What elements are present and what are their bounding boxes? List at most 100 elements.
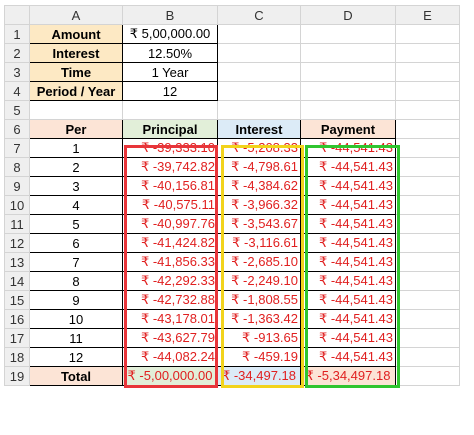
empty-cell[interactable] (300, 100, 396, 120)
empty-cell[interactable] (395, 233, 460, 253)
interest-cell[interactable]: ₹ -1,808.55 (217, 290, 301, 310)
row-header[interactable]: 3 (4, 62, 30, 82)
interest-cell[interactable]: ₹ -3,543.67 (217, 214, 301, 234)
total-interest-cell[interactable]: ₹ -34,497.18 (217, 366, 301, 386)
empty-cell[interactable] (395, 347, 460, 367)
principal-cell[interactable]: ₹ -40,156.81 (122, 176, 218, 196)
column-header-b[interactable]: B (122, 5, 218, 25)
empty-cell[interactable] (395, 309, 460, 329)
period-cell[interactable]: 6 (29, 233, 123, 253)
interest-cell[interactable]: ₹ -459.19 (217, 347, 301, 367)
period-cell[interactable]: 4 (29, 195, 123, 215)
interest-cell[interactable]: ₹ -2,685.10 (217, 252, 301, 272)
empty-cell[interactable] (217, 81, 301, 101)
column-header-a[interactable]: A (29, 5, 123, 25)
table-header-cell[interactable]: Interest (217, 119, 301, 139)
row-header[interactable]: 6 (4, 119, 30, 139)
period-cell[interactable]: 9 (29, 290, 123, 310)
period-cell[interactable]: 2 (29, 157, 123, 177)
empty-cell[interactable] (395, 290, 460, 310)
period-cell[interactable]: 10 (29, 309, 123, 329)
period-cell[interactable]: 11 (29, 328, 123, 348)
column-header-c[interactable]: C (217, 5, 301, 25)
row-header[interactable]: 11 (4, 214, 30, 234)
empty-cell[interactable] (217, 24, 301, 44)
input-value-cell[interactable]: 12 (122, 81, 218, 101)
column-header-e[interactable]: E (395, 5, 460, 25)
empty-cell[interactable] (395, 100, 460, 120)
row-header[interactable]: 1 (4, 24, 30, 44)
row-header[interactable]: 4 (4, 81, 30, 101)
row-header[interactable]: 10 (4, 195, 30, 215)
table-header-cell[interactable]: Per (29, 119, 123, 139)
period-cell[interactable]: 5 (29, 214, 123, 234)
empty-cell[interactable] (395, 24, 460, 44)
total-label-cell[interactable]: Total (29, 366, 123, 386)
empty-cell[interactable] (217, 62, 301, 82)
input-label-cell[interactable]: Period / Year (29, 81, 123, 101)
empty-cell[interactable] (395, 195, 460, 215)
interest-cell[interactable]: ₹ -5,208.33 (217, 138, 301, 158)
principal-cell[interactable]: ₹ -40,575.11 (122, 195, 218, 215)
payment-cell[interactable]: ₹ -44,541.43 (300, 176, 396, 196)
empty-cell[interactable] (395, 366, 460, 386)
principal-cell[interactable]: ₹ -39,333.10 (122, 138, 218, 158)
principal-cell[interactable]: ₹ -43,178.01 (122, 309, 218, 329)
empty-cell[interactable] (300, 24, 396, 44)
empty-cell[interactable] (395, 119, 460, 139)
input-label-cell[interactable]: Interest (29, 43, 123, 63)
row-header[interactable]: 8 (4, 157, 30, 177)
empty-cell[interactable] (122, 100, 218, 120)
total-payment-cell[interactable]: ₹ -5,34,497.18 (300, 366, 396, 386)
row-header[interactable]: 15 (4, 290, 30, 310)
table-header-cell[interactable]: Principal (122, 119, 218, 139)
empty-cell[interactable] (395, 214, 460, 234)
period-cell[interactable]: 3 (29, 176, 123, 196)
interest-cell[interactable]: ₹ -3,966.32 (217, 195, 301, 215)
interest-cell[interactable]: ₹ -3,116.61 (217, 233, 301, 253)
input-value-cell[interactable]: 12.50% (122, 43, 218, 63)
empty-cell[interactable] (395, 62, 460, 82)
empty-cell[interactable] (300, 81, 396, 101)
period-cell[interactable]: 8 (29, 271, 123, 291)
row-header[interactable]: 16 (4, 309, 30, 329)
principal-cell[interactable]: ₹ -40,997.76 (122, 214, 218, 234)
total-principal-cell[interactable]: ₹ -5,00,000.00 (122, 366, 218, 386)
row-header[interactable]: 9 (4, 176, 30, 196)
interest-cell[interactable]: ₹ -2,249.10 (217, 271, 301, 291)
principal-cell[interactable]: ₹ -42,732.88 (122, 290, 218, 310)
empty-cell[interactable] (300, 43, 396, 63)
row-header[interactable]: 18 (4, 347, 30, 367)
input-value-cell[interactable]: ₹ 5,00,000.00 (122, 24, 218, 44)
principal-cell[interactable]: ₹ -41,424.82 (122, 233, 218, 253)
row-header[interactable]: 5 (4, 100, 30, 120)
empty-cell[interactable] (29, 100, 123, 120)
empty-cell[interactable] (395, 138, 460, 158)
principal-cell[interactable]: ₹ -41,856.33 (122, 252, 218, 272)
payment-cell[interactable]: ₹ -44,541.43 (300, 157, 396, 177)
row-header[interactable]: 14 (4, 271, 30, 291)
period-cell[interactable]: 7 (29, 252, 123, 272)
payment-cell[interactable]: ₹ -44,541.43 (300, 195, 396, 215)
payment-cell[interactable]: ₹ -44,541.43 (300, 233, 396, 253)
empty-cell[interactable] (395, 328, 460, 348)
principal-cell[interactable]: ₹ -39,742.82 (122, 157, 218, 177)
empty-cell[interactable] (395, 157, 460, 177)
interest-cell[interactable]: ₹ -4,384.62 (217, 176, 301, 196)
payment-cell[interactable]: ₹ -44,541.43 (300, 290, 396, 310)
empty-cell[interactable] (395, 43, 460, 63)
interest-cell[interactable]: ₹ -1,363.42 (217, 309, 301, 329)
row-header[interactable]: 19 (4, 366, 30, 386)
row-header[interactable]: 2 (4, 43, 30, 63)
row-header[interactable]: 12 (4, 233, 30, 253)
payment-cell[interactable]: ₹ -44,541.43 (300, 214, 396, 234)
principal-cell[interactable]: ₹ -42,292.33 (122, 271, 218, 291)
period-cell[interactable]: 12 (29, 347, 123, 367)
interest-cell[interactable]: ₹ -4,798.61 (217, 157, 301, 177)
empty-cell[interactable] (217, 100, 301, 120)
empty-cell[interactable] (395, 81, 460, 101)
payment-cell[interactable]: ₹ -44,541.43 (300, 309, 396, 329)
empty-cell[interactable] (217, 43, 301, 63)
row-header[interactable]: 7 (4, 138, 30, 158)
empty-cell[interactable] (395, 271, 460, 291)
